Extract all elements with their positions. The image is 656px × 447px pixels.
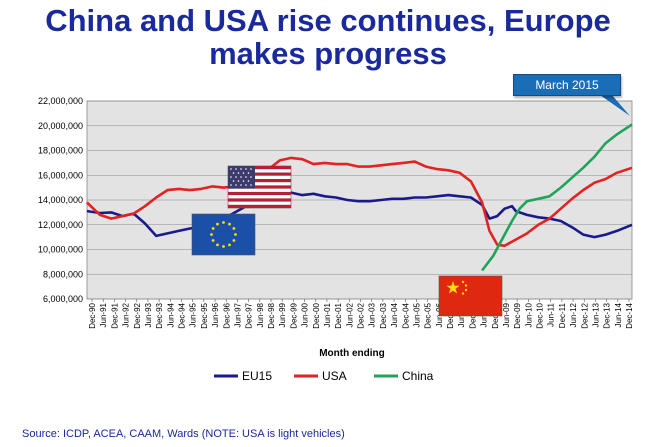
- x-tick-label: Dec-98: [267, 302, 276, 328]
- x-tick-label: Dec-90: [88, 302, 97, 328]
- x-tick-label: Jun-93: [144, 302, 153, 327]
- x-tick-label: Jun-91: [99, 302, 108, 327]
- series-line-china: [481, 123, 633, 272]
- legend-china-label: China: [402, 369, 434, 383]
- chart-title: China and USA rise continues, Europe mak…: [45, 3, 611, 71]
- x-tick-label: Jun-94: [166, 302, 175, 327]
- x-tick-label: Dec-99: [289, 302, 298, 328]
- eu-flag-icon: [191, 213, 256, 256]
- x-tick-label: Jun-01: [323, 302, 332, 327]
- x-tick-label: Jun-13: [591, 302, 600, 327]
- x-tick-label: Jun-11: [547, 302, 556, 326]
- legend-eu15-label: EU15: [242, 369, 272, 383]
- x-tick-label: Jun-96: [211, 302, 220, 327]
- x-tick-label: Dec-12: [580, 302, 589, 328]
- y-tick-label: 10,000,000: [38, 245, 83, 255]
- x-tick-label: Jun-14: [614, 302, 623, 327]
- legend-usa-label: USA: [322, 369, 347, 383]
- x-tick-label: Dec-95: [200, 302, 209, 328]
- x-tick-label: Jun-97: [233, 302, 242, 327]
- x-tick-label: Jun-09: [502, 302, 511, 327]
- x-tick-label: Dec-10: [536, 302, 545, 328]
- x-tick-label: Jun-04: [390, 302, 399, 327]
- x-tick-label: Jun-99: [278, 302, 287, 327]
- y-tick-label: 20,000,000: [38, 121, 83, 131]
- x-tick-label: Dec-04: [401, 302, 410, 328]
- x-tick-label: Dec-05: [424, 302, 433, 328]
- x-tick-label: Dec-13: [603, 302, 612, 328]
- x-tick-label: Jun-92: [122, 302, 131, 327]
- x-tick-label: Jun-05: [412, 302, 421, 327]
- march-2015-callout: March 2015: [513, 74, 621, 96]
- x-tick-label: Dec-93: [155, 302, 164, 328]
- y-tick-label: 12,000,000: [38, 220, 83, 230]
- x-tick-label: Dec-14: [625, 302, 634, 328]
- x-tick-label: Jun-95: [189, 302, 198, 327]
- x-tick-label: Dec-97: [245, 302, 254, 328]
- series-line-usa: [86, 156, 633, 248]
- y-tick-label: 16,000,000: [38, 170, 83, 180]
- x-tick-label: Dec-92: [133, 302, 142, 328]
- x-tick-label: Jun-03: [368, 302, 377, 327]
- x-tick-label: Dec-11: [558, 302, 567, 328]
- x-tick-label: Dec-91: [110, 302, 119, 328]
- x-tick-label: Dec-94: [178, 302, 187, 328]
- x-tick-label: Jun-98: [256, 302, 265, 327]
- callout-pointer: [600, 95, 630, 116]
- y-tick-label: 22,000,000: [38, 96, 83, 106]
- y-tick-label: 8,000,000: [43, 269, 83, 279]
- x-tick-label: Dec-03: [379, 302, 388, 328]
- x-tick-label: Jun-12: [569, 302, 578, 327]
- x-tick-label: Jun-00: [301, 302, 310, 327]
- source-note: Source: ICDP, ACEA, CAAM, Wards (NOTE: U…: [22, 428, 345, 440]
- china-flag-icon: [438, 275, 503, 317]
- x-tick-label: Dec-01: [334, 302, 343, 328]
- y-tick-label: 6,000,000: [43, 294, 83, 304]
- x-tick-label: Dec-00: [312, 302, 321, 328]
- y-tick-label: 18,000,000: [38, 146, 83, 156]
- usa-flag-icon: [227, 165, 292, 209]
- x-tick-label: Dec-09: [513, 302, 522, 328]
- x-tick-label: Jun-10: [524, 302, 533, 327]
- series-line-eu15: [86, 188, 633, 239]
- x-axis-label: Month ending: [319, 348, 385, 359]
- y-tick-label: 14,000,000: [38, 195, 83, 205]
- x-tick-label: Dec-96: [222, 302, 231, 328]
- x-tick-label: Jun-02: [345, 302, 354, 327]
- x-tick-label: Dec-02: [357, 302, 366, 328]
